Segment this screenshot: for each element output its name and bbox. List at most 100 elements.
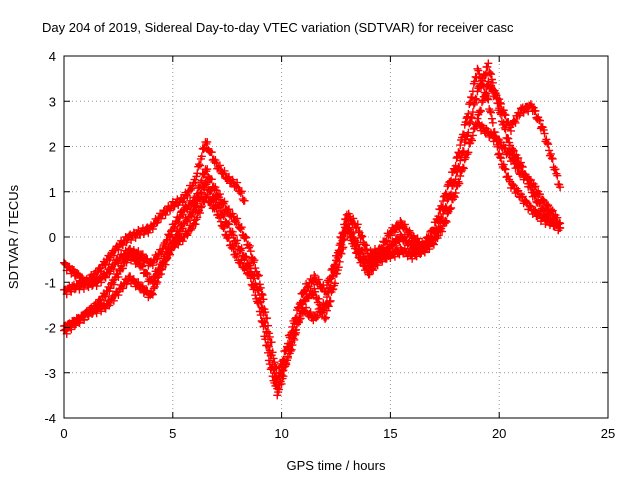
data-point-marker	[246, 264, 255, 273]
data-point-marker	[405, 226, 414, 235]
data-point-marker	[134, 278, 143, 287]
data-point-marker	[390, 241, 399, 250]
data-point-marker	[186, 225, 195, 234]
data-point-marker	[501, 165, 510, 174]
data-point-marker	[166, 246, 175, 255]
data-point-marker	[191, 206, 200, 215]
data-point-marker	[287, 345, 296, 354]
data-point-marker	[358, 256, 367, 265]
data-point-marker	[340, 235, 349, 244]
data-point-marker	[429, 240, 438, 249]
data-point-marker	[233, 236, 242, 245]
data-point-marker	[337, 249, 346, 258]
data-point-marker	[441, 216, 450, 225]
data-point-marker	[496, 153, 505, 162]
data-point-marker	[476, 81, 485, 90]
data-point-marker	[278, 366, 287, 375]
data-point-marker	[508, 155, 517, 164]
data-point-marker	[215, 161, 224, 170]
data-point-marker	[290, 335, 299, 344]
y-tick-label: 2	[49, 140, 56, 155]
data-point-marker	[487, 114, 496, 123]
data-point-marker	[361, 241, 370, 250]
data-point-marker	[488, 118, 497, 127]
data-point-marker	[548, 154, 557, 163]
data-point-marker	[368, 264, 377, 273]
data-point-marker	[382, 236, 391, 245]
data-point-marker	[97, 299, 106, 308]
data-point-marker	[339, 243, 348, 252]
data-point-marker	[236, 189, 245, 198]
data-point-marker	[268, 360, 277, 369]
data-point-marker	[551, 165, 560, 174]
data-point-marker	[152, 270, 161, 279]
data-point-marker	[365, 270, 374, 279]
data-point-marker	[326, 296, 335, 305]
data-point-marker	[279, 366, 288, 375]
data-point-marker	[241, 232, 250, 241]
data-point-marker	[238, 195, 247, 204]
y-tick-label: 0	[49, 230, 56, 245]
data-point-marker	[467, 113, 476, 122]
data-point-marker	[354, 227, 363, 236]
data-point-marker	[338, 236, 347, 245]
data-point-marker	[334, 263, 343, 272]
data-point-marker	[255, 293, 264, 302]
data-point-marker	[313, 312, 322, 321]
data-point-marker	[315, 300, 324, 309]
data-point-marker	[229, 212, 238, 221]
data-point-marker	[275, 372, 284, 381]
data-point-marker	[481, 90, 490, 99]
data-point-marker	[469, 100, 478, 109]
data-point-marker	[446, 204, 455, 213]
data-point-marker	[506, 126, 515, 135]
data-point-marker	[509, 155, 518, 164]
data-point-marker	[495, 95, 504, 104]
data-point-marker	[194, 194, 203, 203]
x-tick-label: 20	[492, 426, 506, 441]
data-point-marker	[438, 227, 447, 236]
data-point-marker	[501, 125, 510, 134]
data-point-marker	[429, 239, 438, 248]
data-point-marker	[136, 230, 145, 239]
data-point-marker	[186, 212, 195, 221]
data-point-marker	[296, 309, 305, 318]
data-point-marker	[357, 231, 366, 240]
data-point-marker	[100, 260, 109, 269]
data-point-marker	[516, 104, 525, 113]
data-point-marker	[314, 275, 323, 284]
data-point-marker	[131, 233, 140, 242]
data-point-marker	[153, 218, 162, 227]
data-point-marker	[200, 196, 209, 205]
data-point-marker	[254, 285, 263, 294]
data-point-marker	[468, 131, 477, 140]
data-point-marker	[236, 225, 245, 234]
x-tick-label: 25	[601, 426, 615, 441]
data-point-marker	[137, 282, 146, 291]
data-point-marker	[548, 206, 557, 215]
data-point-marker	[400, 244, 409, 253]
y-tick-label: -3	[44, 366, 56, 381]
data-point-marker	[165, 245, 174, 254]
data-point-marker	[197, 152, 206, 161]
data-point-marker	[542, 135, 551, 144]
data-point-marker	[397, 218, 406, 227]
data-point-marker	[237, 223, 246, 232]
data-point-marker	[553, 171, 562, 180]
data-point-marker	[114, 291, 123, 300]
data-point-marker	[148, 290, 157, 299]
data-point-marker	[291, 330, 300, 339]
data-point-marker	[245, 241, 254, 250]
data-point-marker	[132, 278, 141, 287]
data-point-marker	[501, 111, 510, 120]
data-point-marker	[480, 71, 489, 80]
data-point-marker	[264, 356, 273, 365]
data-point-marker	[516, 109, 525, 118]
data-point-marker	[497, 99, 506, 108]
data-point-marker	[143, 270, 152, 279]
data-point-marker	[500, 164, 509, 173]
data-point-marker	[109, 265, 118, 274]
data-point-marker	[265, 346, 274, 355]
data-point-marker	[464, 148, 473, 157]
data-point-marker	[286, 347, 295, 356]
